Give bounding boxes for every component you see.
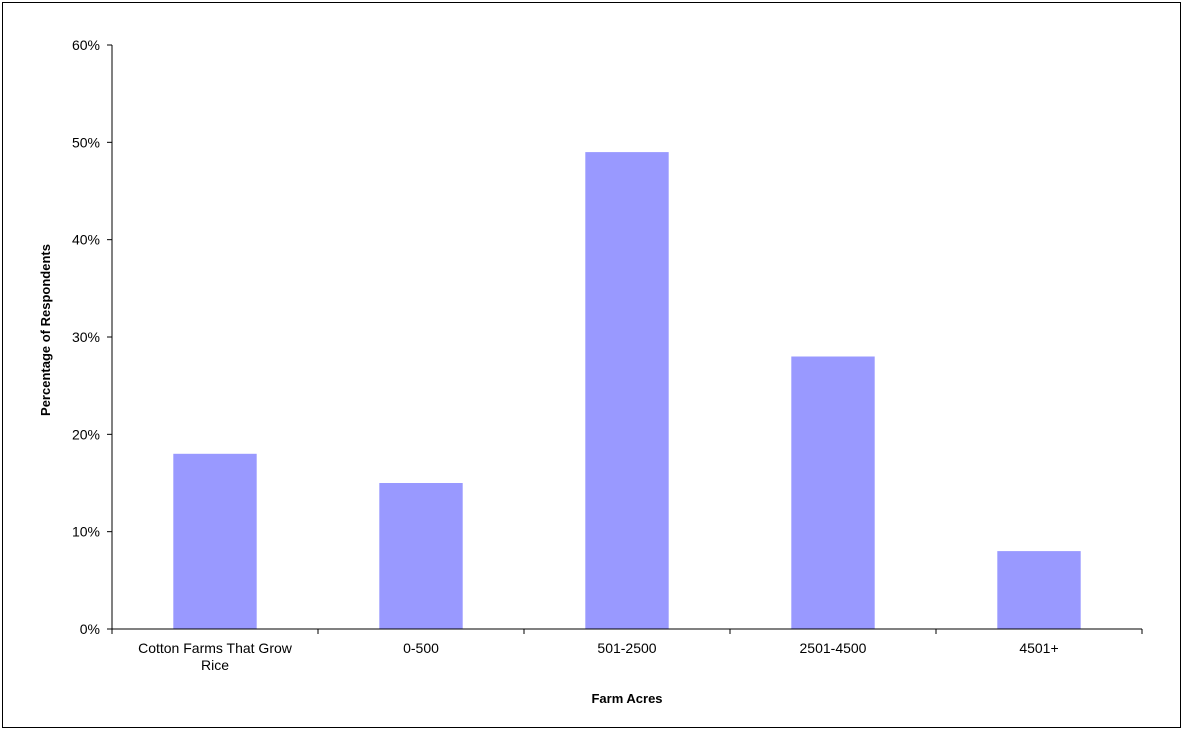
y-tick-label: 20% [72, 426, 100, 442]
y-axis-title: Percentage of Respondents [38, 244, 53, 416]
x-tick-label: 501-2500 [597, 640, 656, 656]
y-tick-label: 60% [72, 37, 100, 53]
x-tick-label: 0-500 [403, 640, 439, 656]
bar-4 [997, 551, 1080, 629]
bar-2 [585, 152, 668, 629]
x-tick-label: 2501-4500 [800, 640, 867, 656]
x-axis-title: Farm Acres [591, 691, 662, 706]
y-tick-label: 50% [72, 134, 100, 150]
y-tick-label: 40% [72, 232, 100, 248]
y-tick-label: 0% [80, 621, 100, 637]
x-tick-label: 4501+ [1019, 640, 1058, 656]
y-tick-label: 10% [72, 524, 100, 540]
bar-1 [379, 483, 462, 629]
bars-layer [173, 152, 1080, 629]
bar-0 [173, 454, 256, 629]
x-tick-label: Cotton Farms That Grow Rice [138, 640, 293, 673]
bar-3 [791, 357, 874, 630]
y-tick-label: 30% [72, 329, 100, 345]
